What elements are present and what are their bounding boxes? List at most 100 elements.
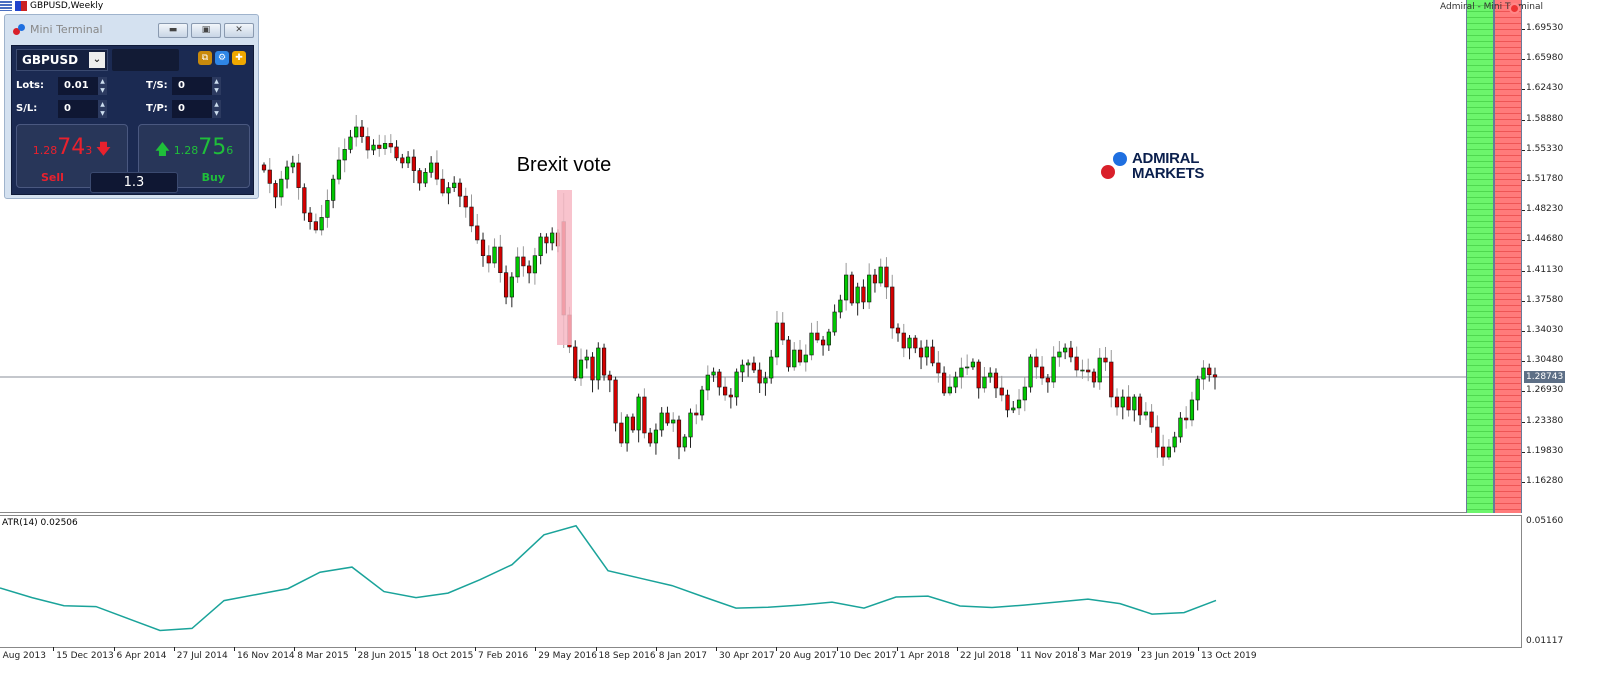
price-tick: 1.19830 [1521, 445, 1564, 456]
lots-stepper[interactable]: ▲ ▼ [98, 77, 107, 95]
candle-body [959, 367, 964, 378]
candle-body [429, 162, 434, 173]
chevron-down-icon[interactable]: ⌄ [89, 52, 105, 68]
candle-body [815, 332, 820, 341]
price-tick: 1.51780 [1521, 173, 1564, 184]
candle-body [434, 162, 440, 180]
candle-body [601, 347, 607, 376]
candle [942, 366, 947, 396]
expand-icon[interactable]: ✚ [232, 51, 246, 65]
candle [273, 180, 278, 209]
candle [463, 187, 468, 218]
candle-body [509, 276, 514, 298]
candle-body [786, 339, 791, 368]
candle [1172, 431, 1177, 453]
candle [699, 385, 705, 421]
lot-size-display[interactable]: 1.3 [90, 172, 178, 193]
candle-body [1039, 366, 1045, 379]
candle [394, 140, 399, 161]
candle-body [780, 322, 785, 341]
candle [405, 151, 411, 168]
candle [308, 207, 313, 230]
candle [382, 135, 388, 155]
candle [457, 178, 463, 208]
chart-window-icon [15, 1, 27, 11]
candle-body [936, 362, 941, 374]
sl-stepper[interactable]: ▲ ▼ [98, 100, 107, 118]
admiral-markets-logo: ADMIRAL MARKETS [1098, 150, 1218, 186]
close-button[interactable]: ✕ [224, 23, 254, 38]
price-tick: 1.34030 [1521, 324, 1564, 335]
candle [359, 119, 365, 143]
tp-input[interactable]: 0 [172, 100, 212, 118]
restore-button[interactable]: ▣ [191, 23, 221, 38]
copy-icon[interactable]: ⧉ [198, 51, 212, 65]
symbol-select[interactable]: GBPUSD ⌄ [16, 49, 108, 71]
candle-body [740, 364, 745, 373]
mini-terminal-logo-icon [13, 23, 25, 36]
tile-windows-icon[interactable] [0, 1, 12, 11]
time-tick: 10 Dec 2017 [836, 647, 897, 661]
candle [429, 156, 434, 178]
candle [988, 367, 993, 383]
candle [1022, 376, 1027, 412]
candle-body [313, 221, 318, 231]
candle-body [607, 374, 612, 381]
candle-body [377, 144, 382, 149]
lots-input[interactable]: 0.01 [58, 77, 98, 95]
candle [1109, 349, 1114, 408]
candle [1195, 375, 1200, 411]
minimize-button[interactable]: ▬ [158, 23, 188, 38]
mini-terminal-window[interactable]: Mini Terminal ▬ ▣ ✕ GBPUSD ⌄ ⧉ ⚙ ✚ Lots: … [4, 14, 259, 199]
candle [844, 262, 849, 311]
candle [417, 168, 422, 191]
candle [1137, 393, 1143, 425]
candle-body [671, 419, 676, 424]
candle [1207, 363, 1212, 382]
candle-body [463, 195, 468, 208]
candle-body [331, 178, 336, 201]
brexit-highlight [556, 190, 572, 345]
candle [820, 335, 826, 356]
time-tick: 11 Nov 2018 [1017, 647, 1078, 661]
candle-body [469, 206, 474, 227]
candle [354, 114, 359, 147]
candle [676, 415, 682, 460]
candle-body [382, 143, 388, 149]
candle-body [1149, 411, 1154, 428]
candle [1057, 341, 1062, 367]
candle [659, 407, 664, 437]
expert-advisor-icon[interactable] [1509, 3, 1520, 14]
candle-body [809, 332, 814, 356]
candle-body [342, 149, 347, 161]
candle-body [757, 369, 762, 384]
gear-icon[interactable]: ⚙ [215, 51, 229, 65]
candle-body [1057, 351, 1062, 358]
candle [313, 213, 318, 234]
candle [290, 155, 295, 174]
ts-input[interactable]: 0 [172, 77, 212, 95]
candle-body [722, 386, 728, 396]
candle [774, 310, 780, 366]
atr-indicator-pane[interactable] [0, 515, 1522, 648]
candle-body [550, 232, 555, 244]
candle-body [336, 159, 342, 180]
candle-body [1028, 356, 1033, 388]
candle-body [878, 266, 883, 284]
candle [763, 371, 768, 396]
candle [532, 247, 537, 285]
candle-body [1034, 356, 1039, 368]
candle-body [388, 143, 393, 148]
atr-label: ATR(14) 0.02506 [2, 518, 78, 528]
candle-body [1080, 369, 1085, 372]
ts-stepper[interactable]: ▲ ▼ [212, 77, 221, 95]
sl-input[interactable]: 0 [58, 100, 98, 118]
candle-body [1114, 396, 1120, 408]
tp-stepper[interactable]: ▲ ▼ [212, 100, 221, 118]
candle [475, 213, 480, 244]
candle [279, 170, 284, 206]
time-tick: 13 Oct 2019 [1198, 647, 1257, 661]
candle [826, 328, 831, 351]
candle [348, 129, 353, 154]
candle [728, 388, 733, 409]
